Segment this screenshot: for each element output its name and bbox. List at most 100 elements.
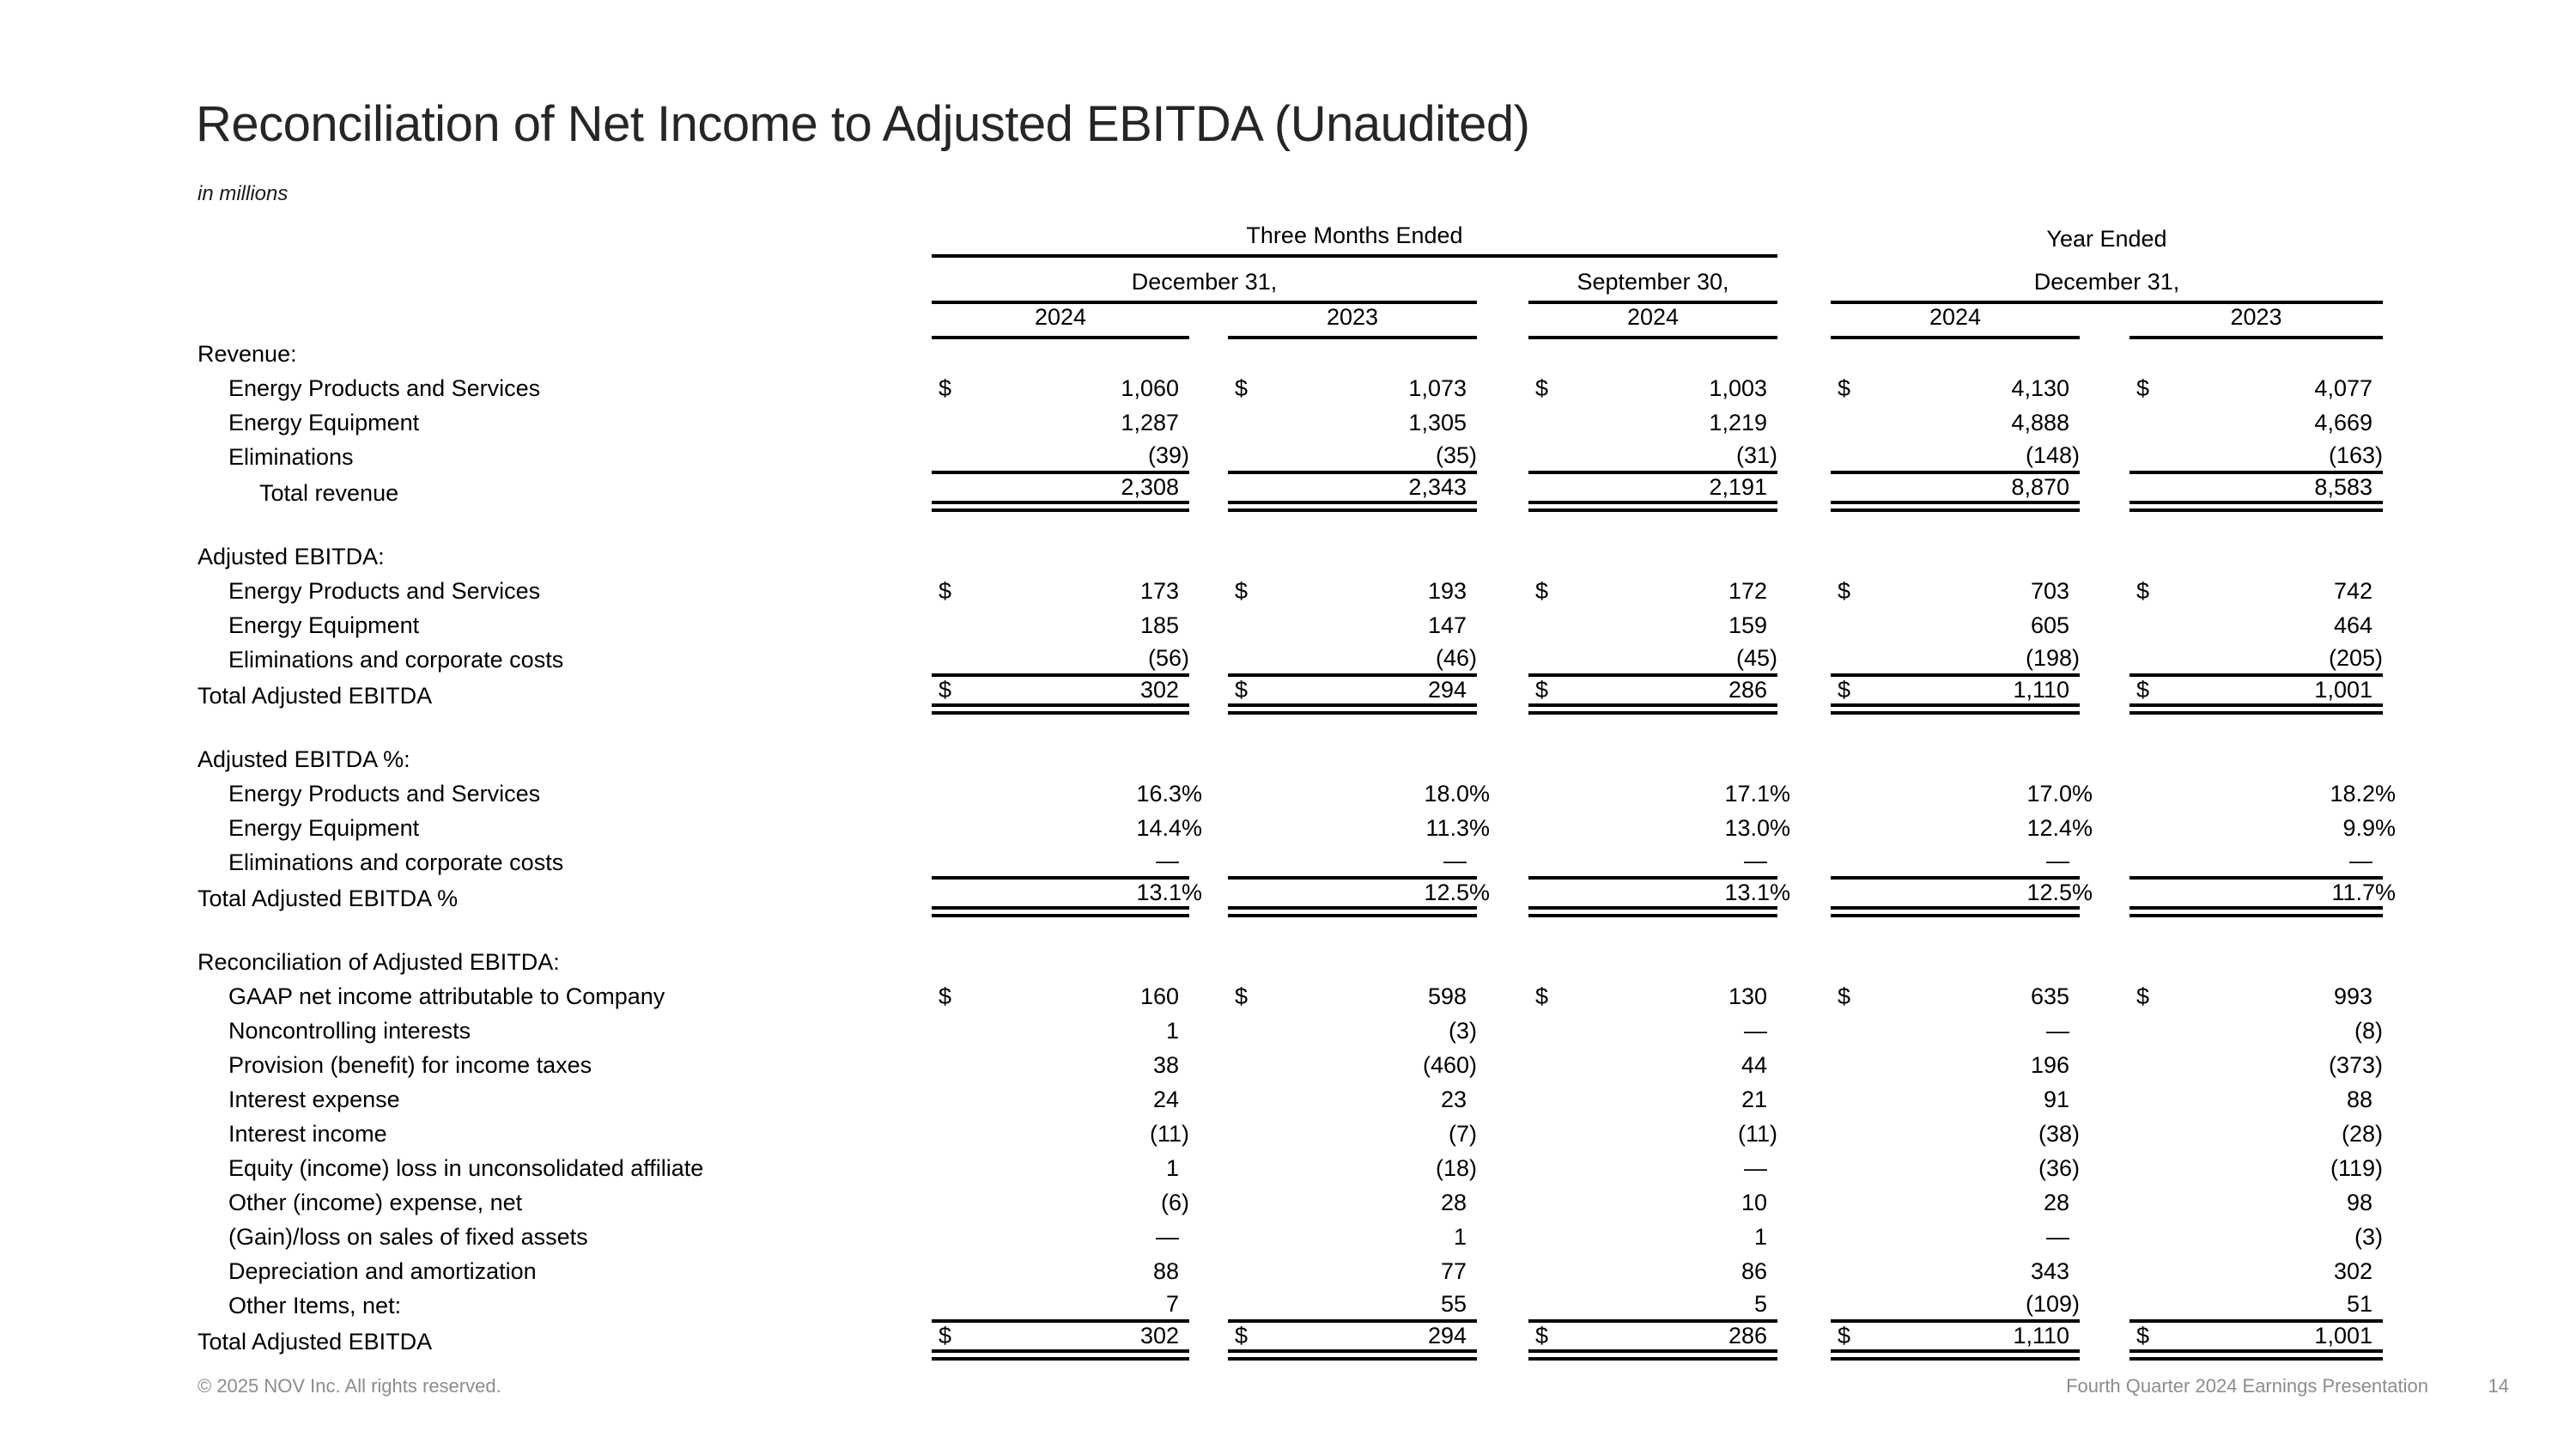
value-cell: 44 [1528,1048,1777,1082]
col-group-three-months-ended: Three Months Ended [932,215,1777,258]
cell-value: 28 [1440,1189,1467,1215]
dollar-sign: $ [1535,577,1549,604]
cell-value: (18) [1435,1154,1477,1181]
value-cell: (46) [1228,642,1477,677]
table-row: Total Adjusted EBITDA $302 $294 $286 $1,110 $… [197,1323,2384,1361]
section-spacer [197,914,2384,945]
cell-value: 302 [1139,677,1179,703]
table-row: Energy Products and Services $173 $193 $172… [197,574,2384,608]
page-number: 14 [2488,1375,2509,1397]
cell-value: 12.5% [2026,880,2093,905]
value-cell: 12.5% [1228,880,1490,917]
col-year: 2024 [932,304,1189,339]
cell-value: — [1156,847,1179,874]
row-label: Energy Equipment [228,409,420,435]
cell-value: 1 [1753,1223,1767,1250]
value-cell: 147 [1228,608,1477,642]
row-label: Total Adjusted EBITDA [197,1328,433,1355]
value-cell: 1 [1228,1220,1477,1254]
value-cell: — [1528,845,1777,880]
cell-value: 1,001 [2314,1323,2372,1349]
cell-value: (198) [2025,644,2080,671]
value-cell: — [1528,1151,1777,1185]
dollar-sign: $ [1535,1323,1549,1349]
value-cell: — [1831,845,2080,880]
cell-value: 4,130 [2011,374,2069,401]
cell-value: 21 [1741,1086,1767,1112]
cell-value: (39) [1147,441,1189,468]
value-cell: 77 [1228,1254,1477,1288]
cell-value: 18.2% [2330,780,2396,807]
value-cell: 18.2% [2129,776,2396,811]
value-cell: 7 [932,1288,1189,1323]
cell-value: (11) [1149,1120,1189,1147]
cell-value: 294 [1427,1323,1467,1349]
value-cell: $4,077 [2129,371,2383,405]
value-cell: 28 [1831,1185,2080,1220]
cell-value: 185 [1139,612,1179,638]
cell-value: (8) [2354,1017,2383,1044]
cell-value: 1,110 [2013,1323,2069,1349]
value-cell: $193 [1228,574,1477,608]
value-cell: 16.3% [932,776,1202,811]
cell-value: 10 [1741,1189,1767,1215]
table-row: Energy Products and Services $1,060 $1,073… [197,371,2384,405]
cell-value: 13.1% [1136,880,1202,905]
value-cell: 24 [932,1082,1189,1117]
cell-value: 173 [1139,577,1179,604]
section-heading-row: Reconciliation of Adjusted EBITDA: [197,945,2384,979]
cell-value: (38) [2038,1120,2080,1147]
cell-value: 294 [1427,677,1467,703]
table-row: Interest expense 24 23 21 91 88 [197,1082,2384,1117]
value-cell: (11) [932,1117,1189,1151]
cell-value: 1,001 [2314,677,2372,703]
value-cell: $172 [1528,574,1777,608]
value-cell: 17.0% [1831,776,2093,811]
value-cell: 55 [1228,1288,1477,1323]
cell-value: (6) [1161,1189,1189,1215]
value-cell: — [932,845,1189,880]
value-cell: $1,073 [1228,371,1477,405]
cell-value: 2,343 [1408,474,1467,500]
cell-value: 286 [1728,677,1767,703]
value-cell: 18.0% [1228,776,1490,811]
cell-value: 993 [2333,983,2372,1009]
table-row: Equity (income) loss in unconsolidated a… [197,1151,2384,1185]
table-row: Energy Equipment 1,287 1,305 1,219 4,888 4,66… [197,405,2384,440]
cell-value: 1 [1165,1017,1179,1044]
cell-value: 11.3% [1425,814,1490,841]
table-row: Provision (benefit) for income taxes 38 (4… [197,1048,2384,1082]
dollar-sign: $ [1235,577,1249,604]
value-cell: 28 [1228,1185,1477,1220]
row-label: Depreciation and amortization [228,1257,537,1284]
section-heading: Adjusted EBITDA %: [197,746,410,772]
cell-value: (45) [1735,644,1777,671]
value-cell: 9.9% [2129,811,2396,845]
value-cell: (35) [1228,440,1477,474]
dollar-sign: $ [2136,677,2150,703]
cell-value: 17.1% [1724,780,1790,807]
cell-value: (373) [2328,1051,2383,1078]
cell-value: 9.9% [2342,814,2396,841]
value-cell: $173 [932,574,1189,608]
row-label: Total Adjusted EBITDA % [197,885,459,911]
value-cell: — [1831,1220,2080,1254]
row-label: Energy Products and Services [228,780,541,807]
value-cell: 11.3% [1228,811,1490,845]
cell-value: 23 [1440,1086,1467,1112]
header-row-years: 2024 2023 2024 2024 2023 [197,304,2384,339]
cell-value: 196 [2030,1051,2069,1078]
row-label: Energy Equipment [228,814,420,841]
table-row: (Gain)/loss on sales of fixed assets — 1 1 —… [197,1220,2384,1254]
row-label: Provision (benefit) for income taxes [228,1051,592,1078]
value-cell: 23 [1228,1082,1477,1117]
section-spacer [197,711,2384,742]
row-label: Noncontrolling interests [228,1017,471,1044]
cell-value: 1,287 [1121,409,1179,435]
dollar-sign: $ [939,677,952,703]
value-cell: 185 [932,608,1189,642]
value-cell: 8,870 [1831,474,2080,512]
cell-value: 4,669 [2314,409,2372,435]
cell-value: 13.0% [1724,814,1790,841]
row-label: GAAP net income attributable to Company [228,983,665,1009]
